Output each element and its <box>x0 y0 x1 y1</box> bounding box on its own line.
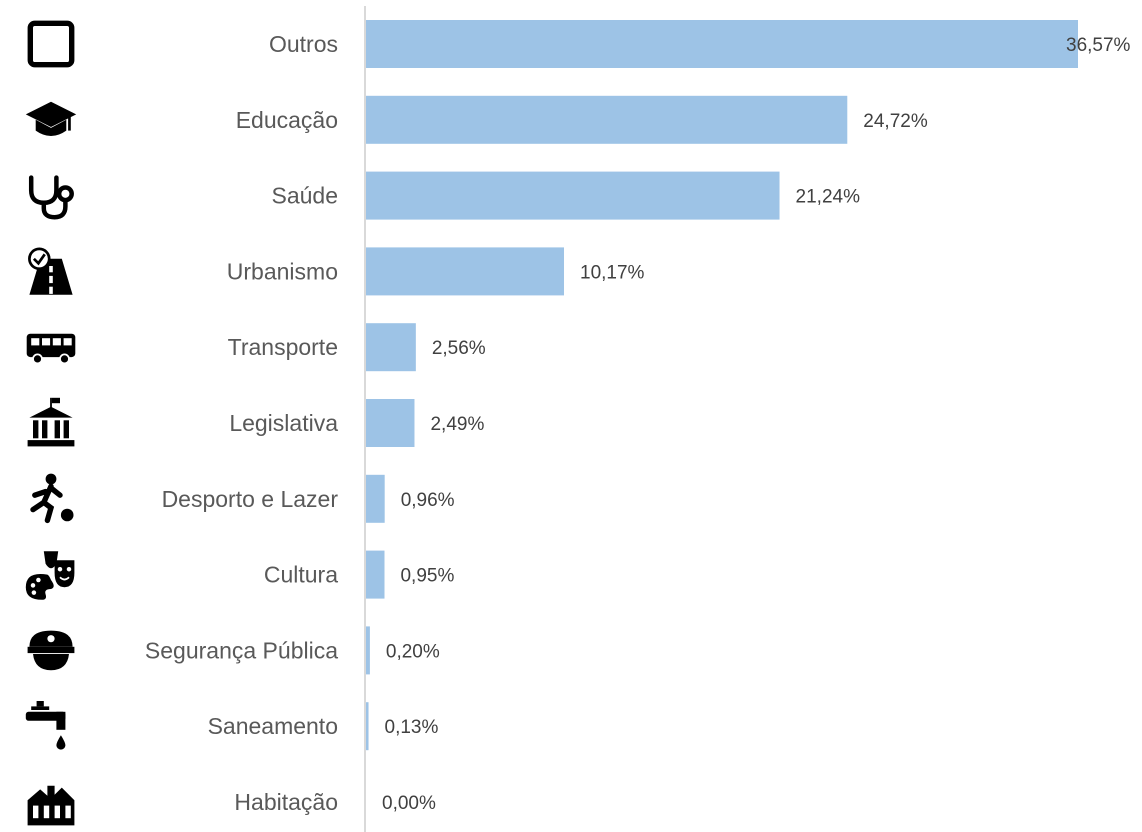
value-label-cultura: 0,95% <box>400 566 454 587</box>
bar-educacao <box>366 95 848 144</box>
road-icon <box>28 247 74 297</box>
category-label-educacao: Educação <box>236 107 338 133</box>
category-labels: Outros Educação Saúde Urbanismo Transporte Le… <box>145 31 338 815</box>
value-label-outros: 36,57% <box>1066 35 1131 56</box>
category-label-desporto-e-lazer: Desporto e Lazer <box>162 486 339 512</box>
value-label-saude: 21,24% <box>796 187 861 208</box>
bar-outros <box>366 20 1078 68</box>
bar-cultura <box>366 550 385 599</box>
category-label-urbanismo: Urbanismo <box>227 258 338 284</box>
category-label-legislativa: Legislativa <box>229 410 338 436</box>
water-faucet-icon <box>25 701 66 750</box>
bar-seguranca-publica <box>366 626 370 675</box>
bar-desporto-e-lazer <box>366 474 385 523</box>
square-outline-icon <box>30 23 71 64</box>
theater-masks-palette-icon <box>24 550 76 601</box>
value-label-educacao: 24,72% <box>863 111 928 132</box>
category-label-cultura: Cultura <box>264 562 338 588</box>
value-label-transporte: 2,56% <box>432 338 486 359</box>
value-label-saneamento: 0,13% <box>385 717 439 738</box>
category-label-habitacao: Habitação <box>234 789 338 815</box>
value-label-habitacao: 0,00% <box>382 793 436 814</box>
bar-saude <box>366 171 780 220</box>
bar-legislativa <box>366 399 415 447</box>
category-icons <box>24 23 77 826</box>
bar-saneamento <box>366 702 369 751</box>
value-label-legislativa: 2,49% <box>430 414 484 435</box>
bus-icon <box>25 332 77 365</box>
soccer-player-icon <box>33 474 74 522</box>
government-building-icon <box>27 397 75 447</box>
police-cap-icon <box>27 630 75 671</box>
value-labels: 36,57% 24,72% 21,24% 10,17% 2,56% 2,49% 0,96% 0… <box>382 35 1131 814</box>
category-label-transporte: Transporte <box>228 334 338 360</box>
bar-urbanismo <box>366 247 565 296</box>
category-label-saude: Saúde <box>271 183 338 209</box>
value-label-urbanismo: 10,17% <box>580 262 645 283</box>
stethoscope-icon <box>31 178 71 218</box>
category-label-outros: Outros <box>269 31 338 57</box>
bar-transporte <box>366 323 416 372</box>
bars <box>366 20 1078 751</box>
category-label-saneamento: Saneamento <box>208 713 338 739</box>
houses-icon <box>27 785 75 826</box>
value-label-seguranca-publica: 0,20% <box>386 641 440 662</box>
graduation-cap-icon <box>25 101 77 136</box>
value-label-desporto-e-lazer: 0,96% <box>401 490 455 511</box>
category-label-seguranca-publica: Segurança Pública <box>145 637 338 663</box>
